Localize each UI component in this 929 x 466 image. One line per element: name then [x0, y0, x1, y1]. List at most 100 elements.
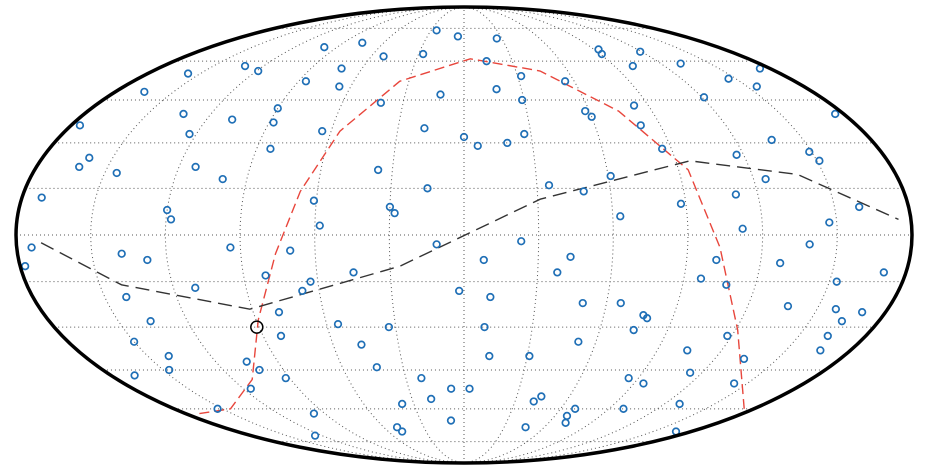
- sky-point: [639, 311, 648, 320]
- grid-meridian: [463, 6, 614, 464]
- sky-point: [130, 371, 139, 380]
- sky-point: [349, 268, 358, 277]
- sky-point: [683, 346, 692, 355]
- sky-point: [333, 319, 343, 329]
- sky-point: [27, 243, 36, 252]
- sky-point: [376, 98, 386, 107]
- grid-meridian: [164, 6, 465, 464]
- sky-point: [767, 135, 776, 145]
- sky-point: [561, 418, 570, 427]
- sky-point: [218, 174, 227, 184]
- sky-point: [226, 243, 235, 252]
- sky-point: [390, 208, 399, 218]
- sky-point: [624, 373, 633, 383]
- sky-point: [492, 85, 501, 94]
- sky-point: [761, 174, 770, 184]
- sky-point: [482, 57, 491, 66]
- sky-point: [274, 308, 284, 317]
- sky-point: [398, 427, 407, 436]
- sky-point: [273, 104, 282, 113]
- sky-point: [420, 124, 429, 133]
- sky-point: [516, 71, 526, 81]
- sky-point: [164, 351, 173, 361]
- sky-point: [676, 199, 686, 208]
- sky-point: [831, 305, 841, 314]
- sky-point: [724, 74, 733, 83]
- sky-point: [562, 411, 572, 421]
- sky-point: [301, 77, 311, 86]
- sky-point: [75, 121, 85, 130]
- sky-point: [246, 384, 255, 393]
- sky-point: [309, 196, 319, 205]
- sky-point: [616, 212, 625, 221]
- sky-point: [373, 165, 383, 175]
- sky-point: [752, 82, 761, 91]
- sky-point: [574, 337, 583, 346]
- sky-point: [122, 292, 131, 302]
- sky-point: [699, 93, 709, 102]
- sky-point: [320, 43, 329, 52]
- sky-point: [544, 181, 554, 190]
- sky-point: [529, 397, 538, 406]
- sky-point: [129, 337, 139, 346]
- sky-point: [485, 351, 494, 361]
- sky-point: [140, 87, 149, 97]
- sky-point: [183, 69, 193, 78]
- sky-point: [357, 340, 366, 349]
- reference-curve: [40, 160, 899, 310]
- sky-point: [185, 129, 194, 139]
- sky-point: [879, 268, 888, 277]
- sky-point: [261, 271, 270, 280]
- sky-point: [465, 384, 474, 393]
- sky-point: [426, 394, 436, 404]
- sky-point: [432, 26, 441, 35]
- sky-point: [335, 82, 344, 91]
- sky-point: [117, 249, 126, 258]
- sky-point: [857, 308, 867, 317]
- sky-point: [616, 298, 625, 308]
- sky-point: [636, 121, 645, 130]
- sky-point: [675, 399, 684, 409]
- sky-point: [286, 246, 295, 255]
- sky-point: [269, 118, 278, 127]
- sky-point: [418, 49, 428, 59]
- sky-point: [179, 109, 188, 119]
- sky-point: [619, 404, 628, 413]
- sky-point: [379, 52, 388, 61]
- map-border: [14, 5, 914, 465]
- sky-point: [823, 331, 832, 341]
- sky-point: [831, 109, 840, 119]
- sky-point: [453, 32, 463, 41]
- sky-point: [578, 298, 587, 308]
- grid-meridian: [90, 6, 465, 464]
- sky-point: [579, 187, 588, 196]
- sky-point: [731, 190, 741, 199]
- highlight-point: [250, 320, 264, 334]
- sky-point: [146, 317, 155, 326]
- sky-point: [473, 141, 482, 151]
- sky-point: [696, 274, 706, 283]
- sky-point: [446, 416, 456, 425]
- sky-point: [518, 95, 527, 105]
- sky-point: [191, 162, 200, 172]
- sky-point: [254, 66, 263, 76]
- sky-point: [143, 255, 152, 265]
- sky-point: [825, 218, 834, 227]
- sky-point: [503, 138, 512, 148]
- sky-point: [417, 373, 426, 383]
- grid-meridian: [388, 6, 465, 464]
- sky-point: [162, 205, 172, 215]
- sky-point: [492, 34, 501, 43]
- sky-point: [658, 144, 667, 153]
- sky-point: [309, 409, 319, 418]
- sky-point: [191, 283, 200, 292]
- sky-point: [228, 115, 237, 124]
- sky-point: [517, 237, 526, 246]
- sky-point: [446, 384, 456, 393]
- sky-point: [432, 240, 441, 249]
- sky-point: [629, 101, 639, 110]
- sky-point: [112, 168, 121, 178]
- sky-point: [855, 202, 864, 212]
